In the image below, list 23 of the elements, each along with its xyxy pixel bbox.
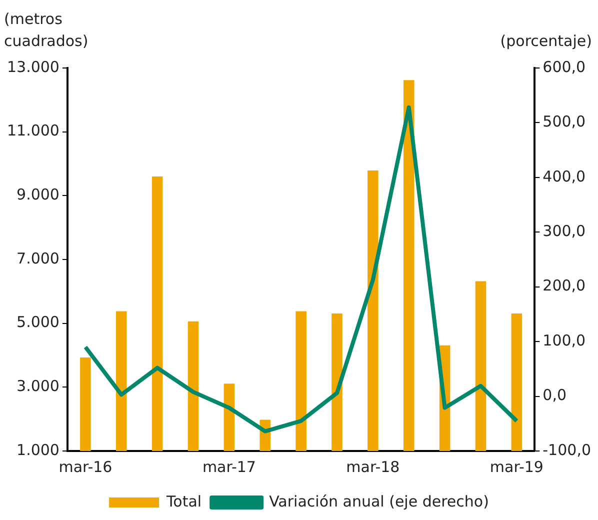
y-tick-label: 11.000 [6,122,60,140]
x-tick-label: mar-19 [490,458,544,476]
y2-tick-label: 300,0 [542,222,586,240]
y-tick-label: 7.000 [16,249,60,268]
x-tick-label: mar-17 [202,458,256,476]
y2-axis-title: (porcentaje) [500,31,592,52]
y-tick-label: 13.000 [6,58,60,76]
y-tick-label: 9.000 [16,186,60,204]
legend-label: Variación anual (eje derecho) [269,492,489,510]
y2-tick-label: 100,0 [542,331,586,350]
y2-tick-label: 500,0 [542,112,586,131]
y-axis-title: (metros cuadrados) [4,9,90,52]
y2-tick-label: 600,0 [542,58,586,76]
y2-tick-label: 0,0 [542,386,567,404]
y2-tick-label: 200,0 [542,276,586,295]
x-tick-label: mar-18 [346,458,400,476]
y2-tick-label: -100,0 [542,440,592,459]
legend-label: Total [166,492,202,510]
y-tick-label: 1.000 [16,440,60,459]
x-tick-label: mar-16 [58,458,112,476]
y2-tick-label: 400,0 [542,167,586,186]
y-tick-label: 3.000 [16,377,60,396]
y-tick-label: 5.000 [16,313,60,332]
